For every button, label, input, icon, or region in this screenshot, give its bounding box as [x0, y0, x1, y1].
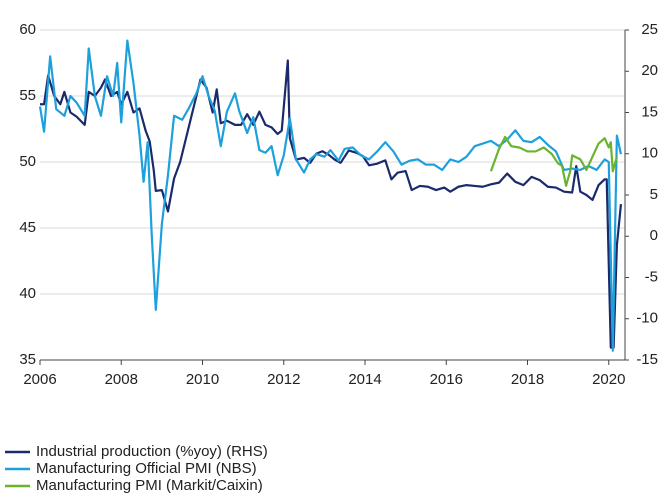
x-tick-label: 2006 — [23, 371, 56, 388]
series-line — [40, 59, 623, 349]
series-line — [38, 39, 623, 352]
y2-tick-label: -10 — [636, 310, 658, 327]
y-tick-label: 45 — [19, 219, 36, 236]
series-line — [489, 135, 618, 187]
x-tick-label: 2012 — [267, 371, 300, 388]
x-tick-label: 2020 — [592, 371, 625, 388]
y2-tick-label: 25 — [641, 21, 658, 38]
legend-label: Industrial production (%yoy) (RHS) — [36, 443, 268, 460]
y2-tick-label: -5 — [645, 268, 658, 285]
x-tick-label: 2016 — [430, 371, 463, 388]
y-tick-label: 40 — [19, 285, 36, 302]
y-tick-label: 60 — [19, 21, 36, 38]
y-tick-label: 35 — [19, 351, 36, 368]
y-tick-label: 55 — [19, 87, 36, 104]
y2-tick-label: -15 — [636, 351, 658, 368]
y2-tick-label: 0 — [650, 227, 658, 244]
x-tick-label: 2014 — [348, 371, 381, 388]
x-tick-label: 2010 — [186, 371, 219, 388]
legend-label: Manufacturing PMI (Markit/Caixin) — [36, 477, 263, 494]
y2-tick-label: 15 — [641, 103, 658, 120]
x-tick-label: 2008 — [105, 371, 138, 388]
y2-tick-label: 20 — [641, 62, 658, 79]
y2-tick-label: 5 — [650, 186, 658, 203]
x-tick-label: 2018 — [511, 371, 544, 388]
legend-label: Manufacturing Official PMI (NBS) — [36, 460, 257, 477]
y2-tick-label: 10 — [641, 145, 658, 162]
y-tick-label: 50 — [19, 153, 36, 170]
